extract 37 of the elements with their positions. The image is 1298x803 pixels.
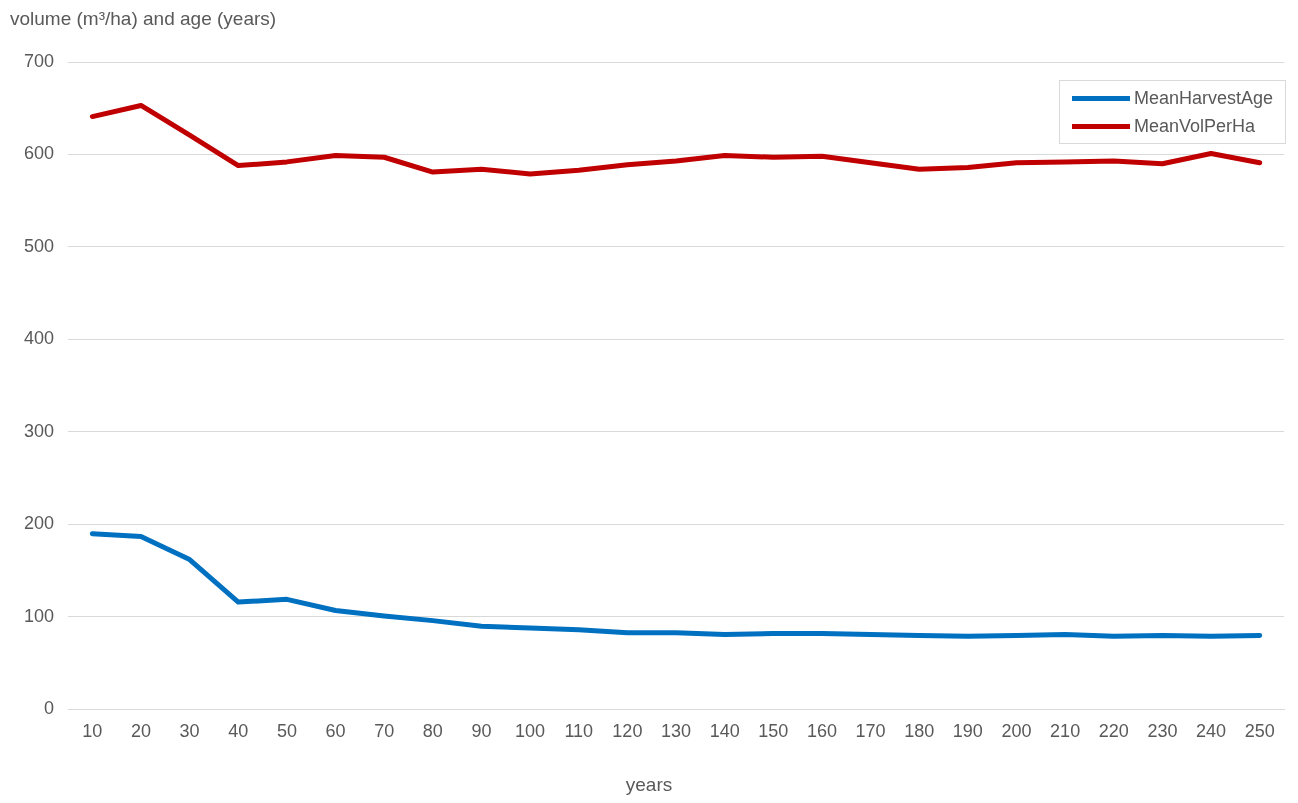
y-tick-label: 200 <box>23 513 55 534</box>
y-tick-label: 300 <box>23 420 55 441</box>
x-tick-label: 100 <box>515 721 546 742</box>
x-tick-label: 200 <box>1001 721 1032 742</box>
x-tick-label: 250 <box>1244 721 1275 742</box>
x-tick-label: 110 <box>564 721 594 742</box>
legend-label: MeanVolPerHa <box>1133 115 1255 137</box>
y-tick-label: 400 <box>23 328 55 349</box>
x-tick-label: 240 <box>1196 721 1227 742</box>
x-tick-label: 130 <box>660 721 692 742</box>
legend-label: MeanHarvestAge <box>1133 87 1273 109</box>
y-tick-label: 500 <box>23 235 55 256</box>
x-tick-label: 180 <box>904 721 935 742</box>
x-tick-label: 30 <box>179 721 200 742</box>
x-tick-label: 140 <box>709 721 740 742</box>
x-tick-label: 150 <box>758 721 789 742</box>
x-tick-label: 210 <box>1050 721 1081 742</box>
x-tick-label: 90 <box>471 721 492 742</box>
y-tick-label: 700 <box>23 50 55 71</box>
x-tick-label: 70 <box>374 721 395 742</box>
x-tick-label: 120 <box>612 721 643 742</box>
x-tick-label: 80 <box>422 721 443 742</box>
y-tick-label: 0 <box>44 698 55 719</box>
x-tick-label: 10 <box>82 721 103 742</box>
x-tick-label: 20 <box>130 721 152 742</box>
x-tick-label: 40 <box>228 721 249 742</box>
x-tick-label: 170 <box>855 721 886 742</box>
x-tick-label: 160 <box>806 721 837 742</box>
x-tick-label: 60 <box>325 721 346 742</box>
y-tick-label: 100 <box>23 605 55 626</box>
x-tick-label: 50 <box>276 721 297 742</box>
y-tick-label: 600 <box>23 143 55 164</box>
x-axis-title: years <box>624 774 674 796</box>
x-tick-label: 190 <box>952 721 983 742</box>
y-axis-title: volume (m³/ha) and age (years) <box>10 8 277 30</box>
x-tick-label: 220 <box>1098 721 1129 742</box>
x-tick-label: 230 <box>1147 721 1178 742</box>
